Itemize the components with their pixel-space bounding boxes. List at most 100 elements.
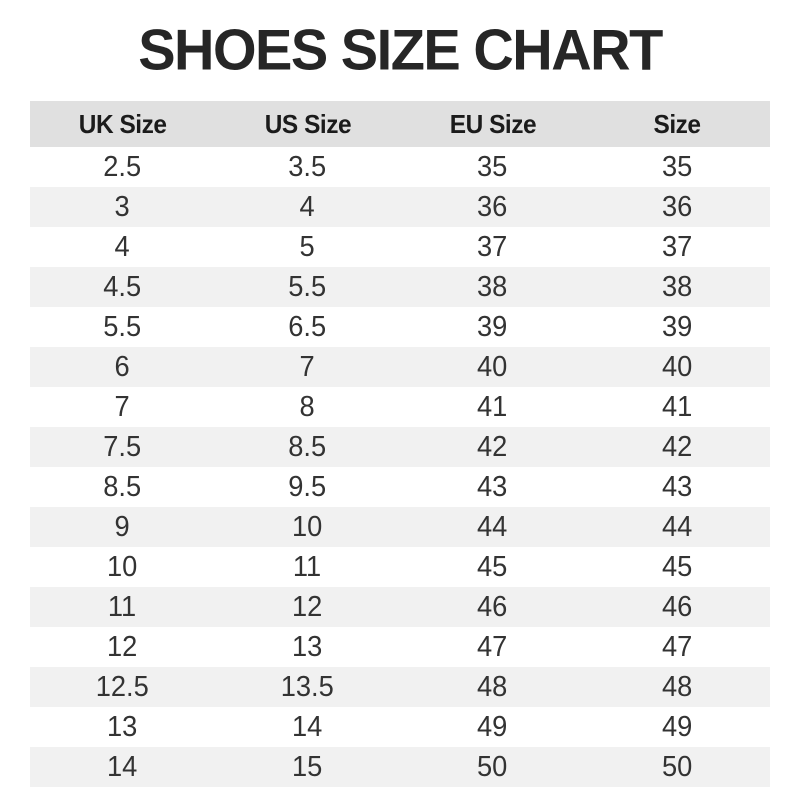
header-cell-text: UK Size — [78, 108, 167, 139]
header-cell-text: Size — [653, 108, 702, 139]
table-cell-text: 42 — [477, 430, 508, 463]
table-cell: 12 — [30, 631, 215, 664]
table-cell: 42 — [400, 431, 585, 464]
table-cell: 48 — [400, 671, 585, 704]
table-cell: 3 — [30, 191, 215, 224]
table-cell: 47 — [400, 631, 585, 664]
table-cell: 11 — [30, 591, 215, 624]
table-cell: 42 — [585, 431, 770, 464]
table-cell: 39 — [400, 311, 585, 344]
table-cell-text: 46 — [662, 590, 693, 623]
table-cell: 4.5 — [30, 271, 215, 304]
table-cell-text: 36 — [662, 190, 693, 223]
table-cell: 14 — [30, 751, 215, 784]
table-cell-text: 7.5 — [103, 430, 142, 463]
table-cell-text: 41 — [477, 390, 508, 423]
table-cell: 2.5 — [30, 151, 215, 184]
table-cell: 9.5 — [215, 471, 400, 504]
table-cell: 44 — [400, 511, 585, 544]
table-cell-text: 48 — [662, 670, 693, 703]
table-cell: 5.5 — [215, 271, 400, 304]
table-cell-text: 37 — [662, 230, 693, 263]
table-row: 6 7 40 40 — [30, 347, 770, 387]
table-cell-text: 11 — [108, 590, 137, 623]
table-cell: 4 — [30, 231, 215, 264]
table-cell: 36 — [585, 191, 770, 224]
table-cell: 39 — [585, 311, 770, 344]
table-cell-text: 10 — [292, 510, 323, 543]
table-cell-text: 9 — [114, 510, 131, 543]
table-cell: 43 — [585, 471, 770, 504]
table-cell-text: 5.5 — [103, 310, 142, 343]
table-cell-text: 38 — [477, 270, 508, 303]
table-cell-text: 8.5 — [103, 470, 142, 503]
table-cell-text: 3 — [114, 190, 131, 223]
table-cell-text: 4 — [114, 230, 131, 263]
table-cell-text: 39 — [477, 310, 508, 343]
table-cell: 5 — [215, 231, 400, 264]
table-cell-text: 4 — [299, 190, 316, 223]
table-cell: 38 — [400, 271, 585, 304]
table-cell-text: 50 — [477, 750, 508, 783]
table-cell: 40 — [400, 351, 585, 384]
table-cell: 3.5 — [215, 151, 400, 184]
table-cell: 13.5 — [215, 671, 400, 704]
table-cell-text: 11 — [293, 550, 322, 583]
table-cell-text: 14 — [292, 710, 323, 743]
table-row: 7.5 8.5 42 42 — [30, 427, 770, 467]
table-cell: 40 — [585, 351, 770, 384]
table-cell-text: 44 — [662, 510, 693, 543]
table-cell: 7 — [30, 391, 215, 424]
table-cell-text: 12.5 — [95, 670, 150, 703]
table-cell-text: 10 — [107, 550, 138, 583]
table-cell-text: 12 — [107, 630, 138, 663]
table-cell: 45 — [585, 551, 770, 584]
table-cell-text: 7 — [299, 350, 316, 383]
table-cell: 13 — [215, 631, 400, 664]
shoe-size-table: UK Size US Size EU Size Size 2.5 3.5 35 35 3 4 36… — [30, 101, 770, 787]
table-row: 14 15 50 50 — [30, 747, 770, 787]
table-cell: 14 — [215, 711, 400, 744]
table-cell: 13 — [30, 711, 215, 744]
table-cell: 50 — [400, 751, 585, 784]
table-cell-text: 48 — [477, 670, 508, 703]
page-title: SHOES SIZE CHART — [138, 17, 663, 82]
table-row: 13 14 49 49 — [30, 707, 770, 747]
table-cell: 11 — [215, 551, 400, 584]
table-row: 10 11 45 45 — [30, 547, 770, 587]
table-row: 12.5 13.5 48 48 — [30, 667, 770, 707]
table-cell-text: 14 — [107, 750, 138, 783]
table-cell: 7 — [215, 351, 400, 384]
table-cell-text: 13.5 — [280, 670, 335, 703]
table-cell-text: 13 — [292, 630, 323, 663]
table-cell: 45 — [400, 551, 585, 584]
table-cell: 49 — [400, 711, 585, 744]
table-cell-text: 50 — [662, 750, 693, 783]
table-cell: 5.5 — [30, 311, 215, 344]
table-cell-text: 47 — [477, 630, 508, 663]
header-cell-text: US Size — [264, 108, 351, 139]
table-cell: 43 — [400, 471, 585, 504]
table-cell-text: 13 — [107, 710, 138, 743]
size-chart-page: SHOES SIZE CHART UK Size US Size EU Size Si… — [0, 17, 800, 800]
table-cell: 9 — [30, 511, 215, 544]
header-cell: US Size — [215, 109, 400, 140]
table-cell: 49 — [585, 711, 770, 744]
table-cell: 46 — [585, 591, 770, 624]
table-row: 12 13 47 47 — [30, 627, 770, 667]
table-cell: 6 — [30, 351, 215, 384]
header-cell: EU Size — [400, 109, 585, 140]
table-row: 7 8 41 41 — [30, 387, 770, 427]
table-cell-text: 8 — [299, 390, 316, 423]
table-cell: 37 — [585, 231, 770, 264]
header-cell: Size — [585, 109, 770, 140]
table-cell: 12.5 — [30, 671, 215, 704]
table-cell: 8.5 — [215, 431, 400, 464]
table-cell: 50 — [585, 751, 770, 784]
header-cell: UK Size — [30, 109, 215, 140]
table-cell-text: 38 — [662, 270, 693, 303]
table-cell: 6.5 — [215, 311, 400, 344]
table-cell-text: 43 — [477, 470, 508, 503]
table-cell: 8.5 — [30, 471, 215, 504]
table-row: 8.5 9.5 43 43 — [30, 467, 770, 507]
